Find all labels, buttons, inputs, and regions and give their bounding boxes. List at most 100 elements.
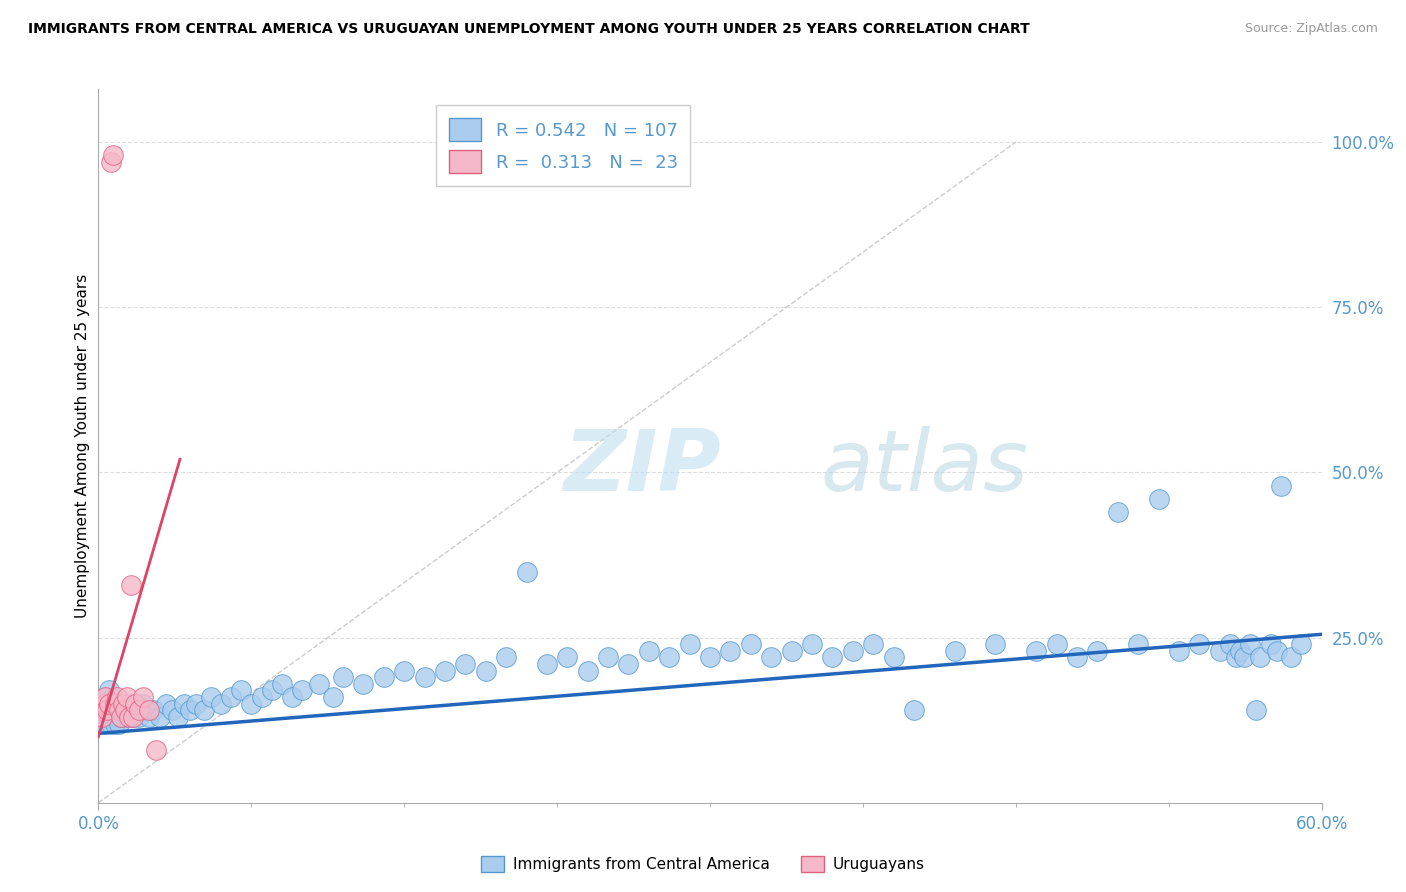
Point [142,703,165,717]
Point [89,703,111,717]
Point [617,657,640,671]
Point [124,703,146,717]
Point [108,703,131,717]
Text: ZIP: ZIP [564,425,721,509]
Point [679,637,702,651]
Point [883,650,905,665]
Point [780,644,803,658]
Point [1291,637,1313,651]
Point [1209,644,1232,658]
Y-axis label: Unemployment Among Youth under 25 years: Unemployment Among Youth under 25 years [75,274,90,618]
Point [231,683,253,698]
Point [1239,637,1261,651]
Point [101,697,124,711]
Point [111,697,134,711]
Point [108,703,131,717]
Point [1107,505,1129,519]
Point [903,703,925,717]
Point [96,703,118,717]
Point [101,710,124,724]
Point [1066,650,1088,665]
Point [97,683,120,698]
Text: atlas: atlas [820,425,1028,509]
Text: IMMIGRANTS FROM CENTRAL AMERICA VS URUGUAYAN UNEMPLOYMENT AMONG YOUTH UNDER 25 Y: IMMIGRANTS FROM CENTRAL AMERICA VS URUGU… [28,22,1029,37]
Point [332,670,354,684]
Point [1279,650,1302,665]
Point [100,703,122,717]
Point [943,644,966,658]
Point [149,710,172,724]
Point [699,650,721,665]
Point [97,697,120,711]
Point [145,743,167,757]
Point [138,703,160,717]
Point [128,710,150,724]
Point [193,703,215,717]
Point [1128,637,1150,651]
Point [209,697,232,711]
Point [1025,644,1047,658]
Point [557,650,579,665]
Point [495,650,517,665]
Point [1167,644,1189,658]
Point [122,710,145,724]
Point [1147,491,1170,506]
Point [127,697,149,711]
Point [167,710,190,724]
Point [413,670,436,684]
Point [115,690,138,704]
Point [434,664,457,678]
Point [1229,644,1251,658]
Point [93,697,115,711]
Point [105,697,128,711]
Point [1233,650,1256,665]
Point [821,650,844,665]
Point [115,710,138,724]
Point [1188,637,1211,651]
Point [1045,637,1069,651]
Point [322,690,344,704]
Point [392,664,416,678]
Point [1260,637,1282,651]
Point [160,703,183,717]
Point [114,703,136,717]
Point [93,697,115,711]
Point [186,697,208,711]
Point [454,657,477,671]
Point [100,716,122,731]
Point [250,690,273,704]
Point [100,154,122,169]
Point [128,703,150,717]
Point [93,690,115,704]
Point [308,677,330,691]
Point [200,690,222,704]
Point [576,664,599,678]
Point [138,710,160,724]
Point [108,716,131,731]
Point [134,703,156,717]
Point [179,703,201,717]
Legend: Immigrants from Central America, Uruguayans: Immigrants from Central America, Uruguay… [474,848,932,880]
Point [91,710,114,724]
Point [104,703,127,717]
Point [104,716,127,731]
Point [801,637,824,651]
Point [132,690,155,704]
Point [1270,478,1292,492]
Point [120,697,142,711]
Point [91,710,114,724]
Point [97,710,120,724]
Point [1219,637,1241,651]
Point [984,637,1007,651]
Point [173,697,195,711]
Point [114,697,136,711]
Point [1085,644,1108,658]
Point [96,690,118,704]
Point [761,650,783,665]
Point [110,710,132,724]
Point [1249,650,1271,665]
Point [1246,703,1268,717]
Point [474,664,498,678]
Point [352,677,374,691]
Point [118,710,141,724]
